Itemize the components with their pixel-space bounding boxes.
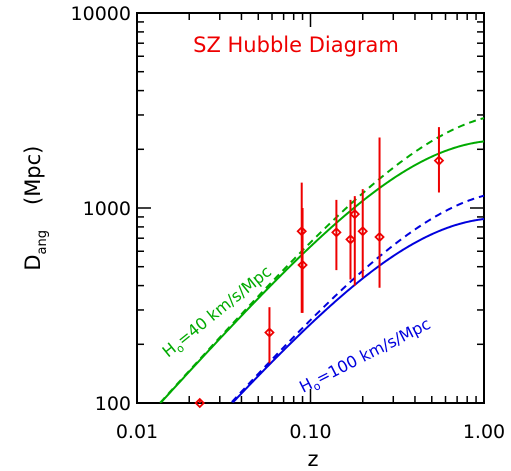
diamond-marker xyxy=(349,208,361,220)
y-axis-title-units: (Mpc) xyxy=(21,146,45,205)
x-tick-label: 0.01 xyxy=(116,421,158,443)
diamond-marker xyxy=(264,327,275,338)
model-curve-h100-dashed xyxy=(231,194,485,403)
data-point xyxy=(349,196,361,286)
data-point xyxy=(297,208,308,313)
y-tick-label: 100 xyxy=(95,393,131,415)
diamond-marker xyxy=(374,231,385,243)
diamond-marker xyxy=(297,259,308,271)
svg-text:Dang: Dang xyxy=(21,230,50,271)
x-tick-label: 0.10 xyxy=(289,421,331,443)
model-curve-h40-dashed xyxy=(159,117,485,404)
axes: 0.01 0.10 1.00 100 1000 10000 xyxy=(71,3,506,443)
model-curve-h40-solid xyxy=(160,140,485,403)
y-tick-label: 1000 xyxy=(83,198,131,220)
y-axis-title-subscript: ang xyxy=(35,230,50,254)
y-axis-title-main: D xyxy=(21,254,45,270)
data-point xyxy=(194,397,206,409)
x-tick-label: 1.00 xyxy=(463,421,505,443)
diamond-marker xyxy=(194,397,206,409)
x-axis-title: z xyxy=(307,447,318,471)
diamond-marker xyxy=(357,225,369,237)
data-point xyxy=(374,137,385,288)
y-tick-label: 10000 xyxy=(71,3,131,25)
curve-label-h100: Ho=100 km/s/Mpc xyxy=(296,314,435,399)
data-point xyxy=(433,127,445,193)
data-point xyxy=(264,307,275,364)
diamond-marker xyxy=(345,234,356,245)
data-points xyxy=(194,127,445,409)
data-point xyxy=(331,199,342,271)
model-curve-h100-solid xyxy=(232,218,485,404)
y-axis-title: Dang (Mpc) xyxy=(21,146,50,271)
diamond-marker xyxy=(433,155,445,166)
diamond-marker xyxy=(331,227,342,238)
curve-label-h40: Ho=40 km/s/Mpc xyxy=(159,262,277,364)
chart-text: SZ Hubble Diagram z Dang (Mpc) xyxy=(21,33,399,471)
chart-title: SZ Hubble Diagram xyxy=(193,33,399,57)
data-point xyxy=(357,189,369,278)
